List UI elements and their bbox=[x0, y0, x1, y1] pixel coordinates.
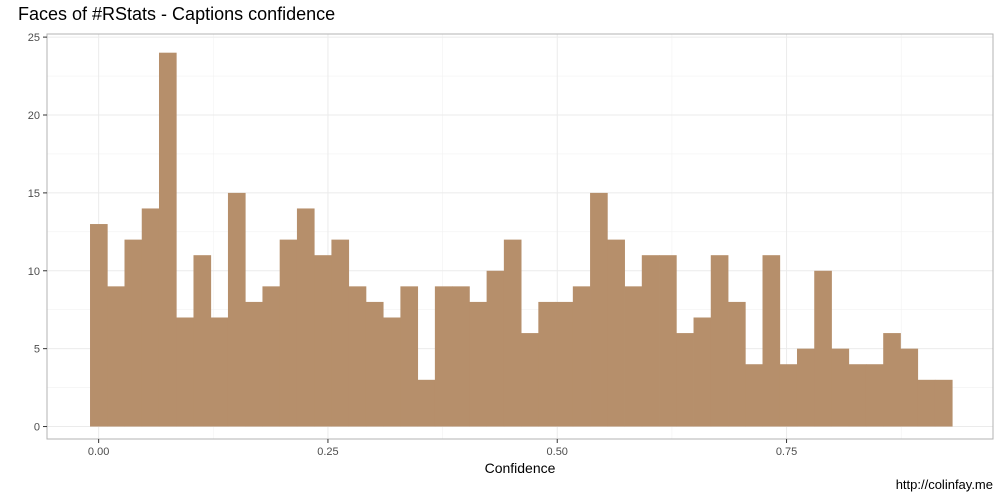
histogram-bar bbox=[693, 317, 712, 427]
histogram-bar bbox=[90, 224, 108, 427]
histogram-bar bbox=[227, 192, 246, 427]
histogram-bar bbox=[193, 255, 212, 427]
histogram-bar bbox=[331, 239, 350, 427]
histogram-bar bbox=[883, 333, 901, 427]
histogram-bar bbox=[762, 255, 781, 427]
histogram-bar bbox=[796, 348, 815, 427]
histogram-bar bbox=[676, 333, 694, 427]
histogram-bar bbox=[210, 317, 229, 427]
histogram-bar bbox=[624, 286, 643, 427]
histogram-bar bbox=[176, 317, 194, 427]
histogram-bar bbox=[314, 255, 332, 427]
y-tick-label: 25 bbox=[28, 32, 40, 44]
histogram-bar bbox=[365, 301, 384, 427]
histogram-bar bbox=[745, 364, 763, 427]
histogram-bar bbox=[417, 379, 436, 427]
x-tick-label: 0.00 bbox=[88, 446, 109, 458]
y-tick-label: 20 bbox=[28, 110, 40, 122]
caption-url: http://colinfay.me bbox=[895, 477, 993, 492]
x-tick-label: 0.25 bbox=[317, 446, 338, 458]
y-tick-label: 15 bbox=[28, 188, 40, 200]
histogram-bar bbox=[865, 364, 884, 427]
histogram-bar bbox=[814, 270, 832, 427]
y-tick-label: 10 bbox=[28, 266, 40, 278]
histogram-bar bbox=[934, 379, 953, 427]
y-tick-label: 5 bbox=[34, 344, 40, 356]
histogram-bar bbox=[710, 255, 729, 427]
histogram-bar bbox=[572, 286, 591, 427]
histogram-bar bbox=[917, 379, 936, 427]
histogram-bar bbox=[469, 301, 488, 427]
histogram-bar bbox=[124, 239, 143, 427]
histogram-bar bbox=[452, 286, 470, 427]
histogram-bar bbox=[279, 239, 298, 427]
histogram-bar bbox=[296, 208, 315, 427]
histogram-bar bbox=[348, 286, 367, 427]
y-tick-label: 0 bbox=[34, 422, 40, 434]
histogram-bar bbox=[158, 52, 177, 427]
histogram-bar bbox=[107, 286, 125, 427]
histogram-bar bbox=[590, 192, 608, 427]
histogram-bar bbox=[848, 364, 867, 427]
histogram-bar bbox=[383, 317, 401, 427]
axes: 0 5 10 15 20 25 0.00 0.25 0.50 0.75 bbox=[28, 32, 797, 458]
histogram-bar bbox=[486, 270, 505, 427]
histogram-bar bbox=[779, 364, 798, 427]
histogram-bar bbox=[641, 255, 660, 427]
histogram-bar bbox=[400, 286, 419, 427]
histogram-bar bbox=[831, 348, 850, 427]
histogram-bar bbox=[538, 301, 556, 427]
histogram-bar bbox=[245, 301, 263, 427]
histogram-bar bbox=[503, 239, 522, 427]
chart-title: Faces of #RStats - Captions confidence bbox=[18, 4, 336, 24]
histogram-bar bbox=[141, 208, 160, 427]
histogram-bar bbox=[521, 333, 539, 427]
histogram-bar bbox=[262, 286, 281, 427]
histogram-bar bbox=[728, 301, 746, 427]
x-tick-label: 0.75 bbox=[776, 446, 797, 458]
x-axis-title: Confidence bbox=[485, 460, 556, 476]
histogram-bar bbox=[434, 286, 453, 427]
x-tick-label: 0.50 bbox=[547, 446, 568, 458]
histogram-bar bbox=[900, 348, 919, 427]
histogram-bar bbox=[555, 301, 574, 427]
histogram-bar bbox=[659, 255, 677, 427]
histogram-bars bbox=[90, 52, 953, 427]
histogram-bar bbox=[607, 239, 625, 427]
plot-panel-border bbox=[46, 33, 994, 440]
